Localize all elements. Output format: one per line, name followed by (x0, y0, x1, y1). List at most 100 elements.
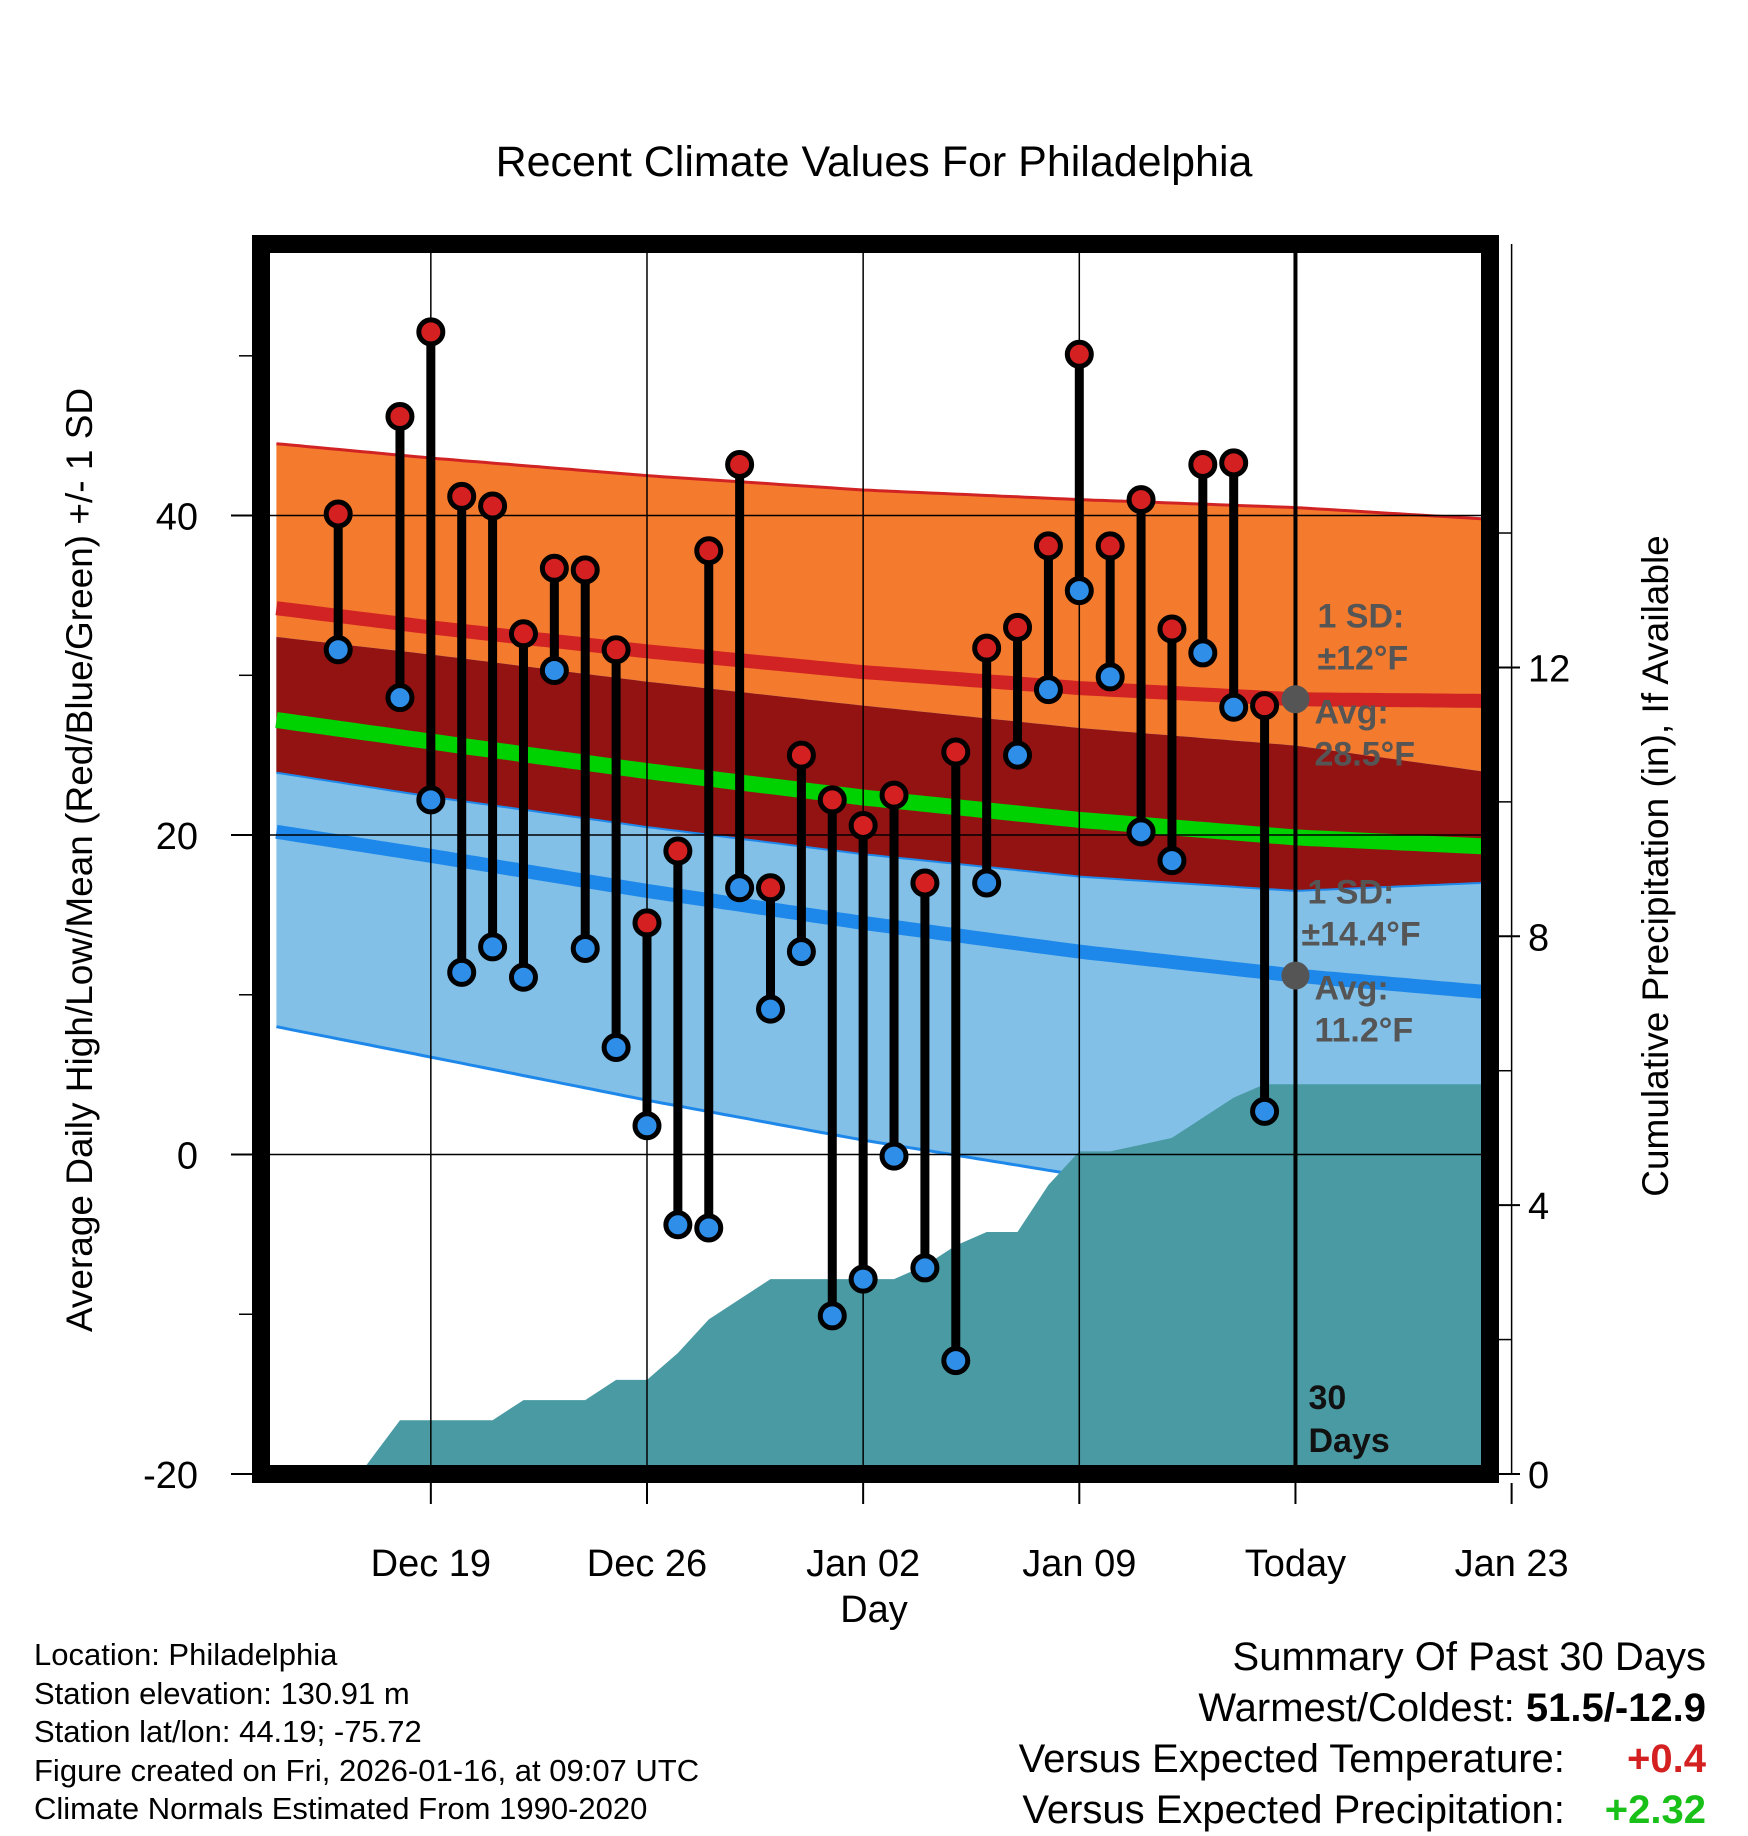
obs-high-point (601, 635, 631, 665)
low-avg-label: Avg: (1314, 970, 1388, 1008)
plot-frame (252, 235, 1499, 1483)
obs-low-point (972, 868, 1002, 898)
y-tick-label: 20 (156, 816, 198, 858)
high-avg-value: 28.5°F (1314, 735, 1415, 773)
obs-low-point (447, 957, 477, 987)
obs-high-point (1250, 691, 1280, 721)
obs-low-point (663, 1210, 693, 1240)
obs-high-point (1219, 448, 1249, 478)
obs-high-point (817, 785, 847, 815)
obs-low-point (910, 1253, 940, 1283)
obs-high-point (1126, 485, 1156, 515)
obs-high-point (663, 836, 693, 866)
summary-panel: Summary Of Past 30 Days Warmest/Coldest:… (1019, 1632, 1706, 1836)
high-sd-label: 1 SD: (1317, 597, 1404, 635)
obs-high-point (1003, 612, 1033, 642)
obs-high-point (1064, 339, 1094, 369)
obs-low-point (385, 683, 415, 713)
observations (323, 317, 1280, 1376)
obs-low-point (725, 873, 755, 903)
obs-low-point (1033, 675, 1063, 705)
obs-high-point (385, 402, 415, 432)
summary-precip-value: +2.32 (1604, 1788, 1706, 1832)
obs-high-point (910, 868, 940, 898)
y-tick-label: -20 (143, 1455, 198, 1497)
obs-high-point (725, 449, 755, 479)
obs-low-point (478, 932, 508, 962)
info-elevation: Station elevation: 130.91 m (34, 1675, 410, 1711)
obs-low-point (941, 1346, 971, 1376)
obs-high-point (323, 499, 353, 529)
annotations: 1 SD: ±12°F Avg: 28.5°F 1 SD: ±14.4°F Avg: 11.2… (1281, 597, 1421, 1460)
obs-high-point (539, 553, 569, 583)
obs-high-point (941, 737, 971, 767)
obs-low-point (786, 937, 816, 967)
obs-high-point (508, 619, 538, 649)
x-tick-label: Dec 19 (371, 1543, 491, 1585)
low-sd-value: ±14.4°F (1301, 916, 1420, 954)
obs-high-point (447, 481, 477, 511)
y-axis-label: Average Daily High/Low/Mean (Red/Blue/Gr… (59, 388, 100, 1332)
obs-low-point (1219, 692, 1249, 722)
x-tick-label: Today (1245, 1543, 1346, 1585)
high-lower-edge (276, 771, 1489, 892)
info-location: Location: Philadelphia (34, 1637, 338, 1672)
summary-heading: Summary Of Past 30 Days (1232, 1635, 1706, 1679)
y2-tick-label: 4 (1528, 1186, 1549, 1228)
chart-title: Recent Climate Values For Philadelphia (496, 138, 1253, 186)
x-tick-label: Jan 02 (806, 1543, 920, 1585)
obs-high-point (1033, 531, 1063, 561)
obs-low-point (1095, 662, 1125, 692)
today-low-marker (1281, 961, 1310, 990)
obs-low-point (632, 1111, 662, 1141)
obs-low-point (1126, 817, 1156, 847)
high-avg-label: Avg: (1314, 693, 1388, 731)
y2-tick-label: 0 (1528, 1455, 1549, 1497)
obs-low-point (1157, 846, 1187, 876)
summary-warmest-label: Warmest/Coldest: (1198, 1686, 1515, 1730)
obs-low-point (756, 994, 786, 1024)
high-upper-edge (276, 442, 1489, 521)
obs-low-point (539, 656, 569, 686)
obs-low-point (416, 785, 446, 815)
summary-temp-value: +0.4 (1627, 1737, 1706, 1781)
obs-high-point (632, 908, 662, 938)
obs-low-point (323, 635, 353, 665)
obs-low-point (694, 1213, 724, 1243)
high-sd-value: ±12°F (1317, 639, 1408, 677)
obs-low-point (1003, 740, 1033, 770)
period-unit: Days (1308, 1422, 1389, 1460)
summary-warmest-value: 51.5/-12.9 (1525, 1686, 1706, 1730)
x-axis-label: Day (840, 1589, 908, 1631)
obs-high-point (848, 810, 878, 840)
today-high-marker (1281, 685, 1310, 714)
obs-low-point (601, 1032, 631, 1062)
obs-low-point (1188, 638, 1218, 668)
obs-high-point (570, 555, 600, 585)
obs-low-point (879, 1141, 909, 1171)
axes: Dec 19 Dec 26 Jan 02 Jan 09 Today Jan 23 -20 0 2… (143, 355, 1570, 1585)
info-latlon: Station lat/lon: 44.19; -75.72 (34, 1714, 422, 1749)
obs-high-point (478, 491, 508, 521)
obs-high-point (416, 317, 446, 347)
obs-high-point (879, 780, 909, 810)
obs-high-point (694, 536, 724, 566)
summary-warmest-row: Warmest/Coldest: 51.5/-12.9 (1019, 1683, 1706, 1734)
period-count: 30 (1308, 1379, 1346, 1417)
y2-tick-label: 12 (1528, 648, 1570, 690)
station-info: Location: Philadelphia Station elevation… (34, 1636, 699, 1829)
summary-temp-label: Versus Expected Temperature: (1018, 1737, 1565, 1781)
obs-high-point (972, 633, 1002, 663)
y2-axis-label: Cumulative Precipitation (in), If Availa… (1635, 535, 1676, 1197)
obs-low-point (848, 1264, 878, 1294)
x-tick-label: Jan 09 (1022, 1543, 1136, 1585)
summary-precip-label: Versus Expected Precipitation: (1022, 1788, 1565, 1832)
obs-low-point (1064, 576, 1094, 606)
obs-high-point (1157, 614, 1187, 644)
y-tick-label: 0 (177, 1136, 198, 1178)
obs-high-point (1188, 449, 1218, 479)
y-tick-label: 40 (156, 497, 198, 539)
obs-low-point (570, 933, 600, 963)
summary-temp-row: Versus Expected Temperature: +0.4 (1019, 1734, 1706, 1785)
obs-low-point (817, 1301, 847, 1331)
